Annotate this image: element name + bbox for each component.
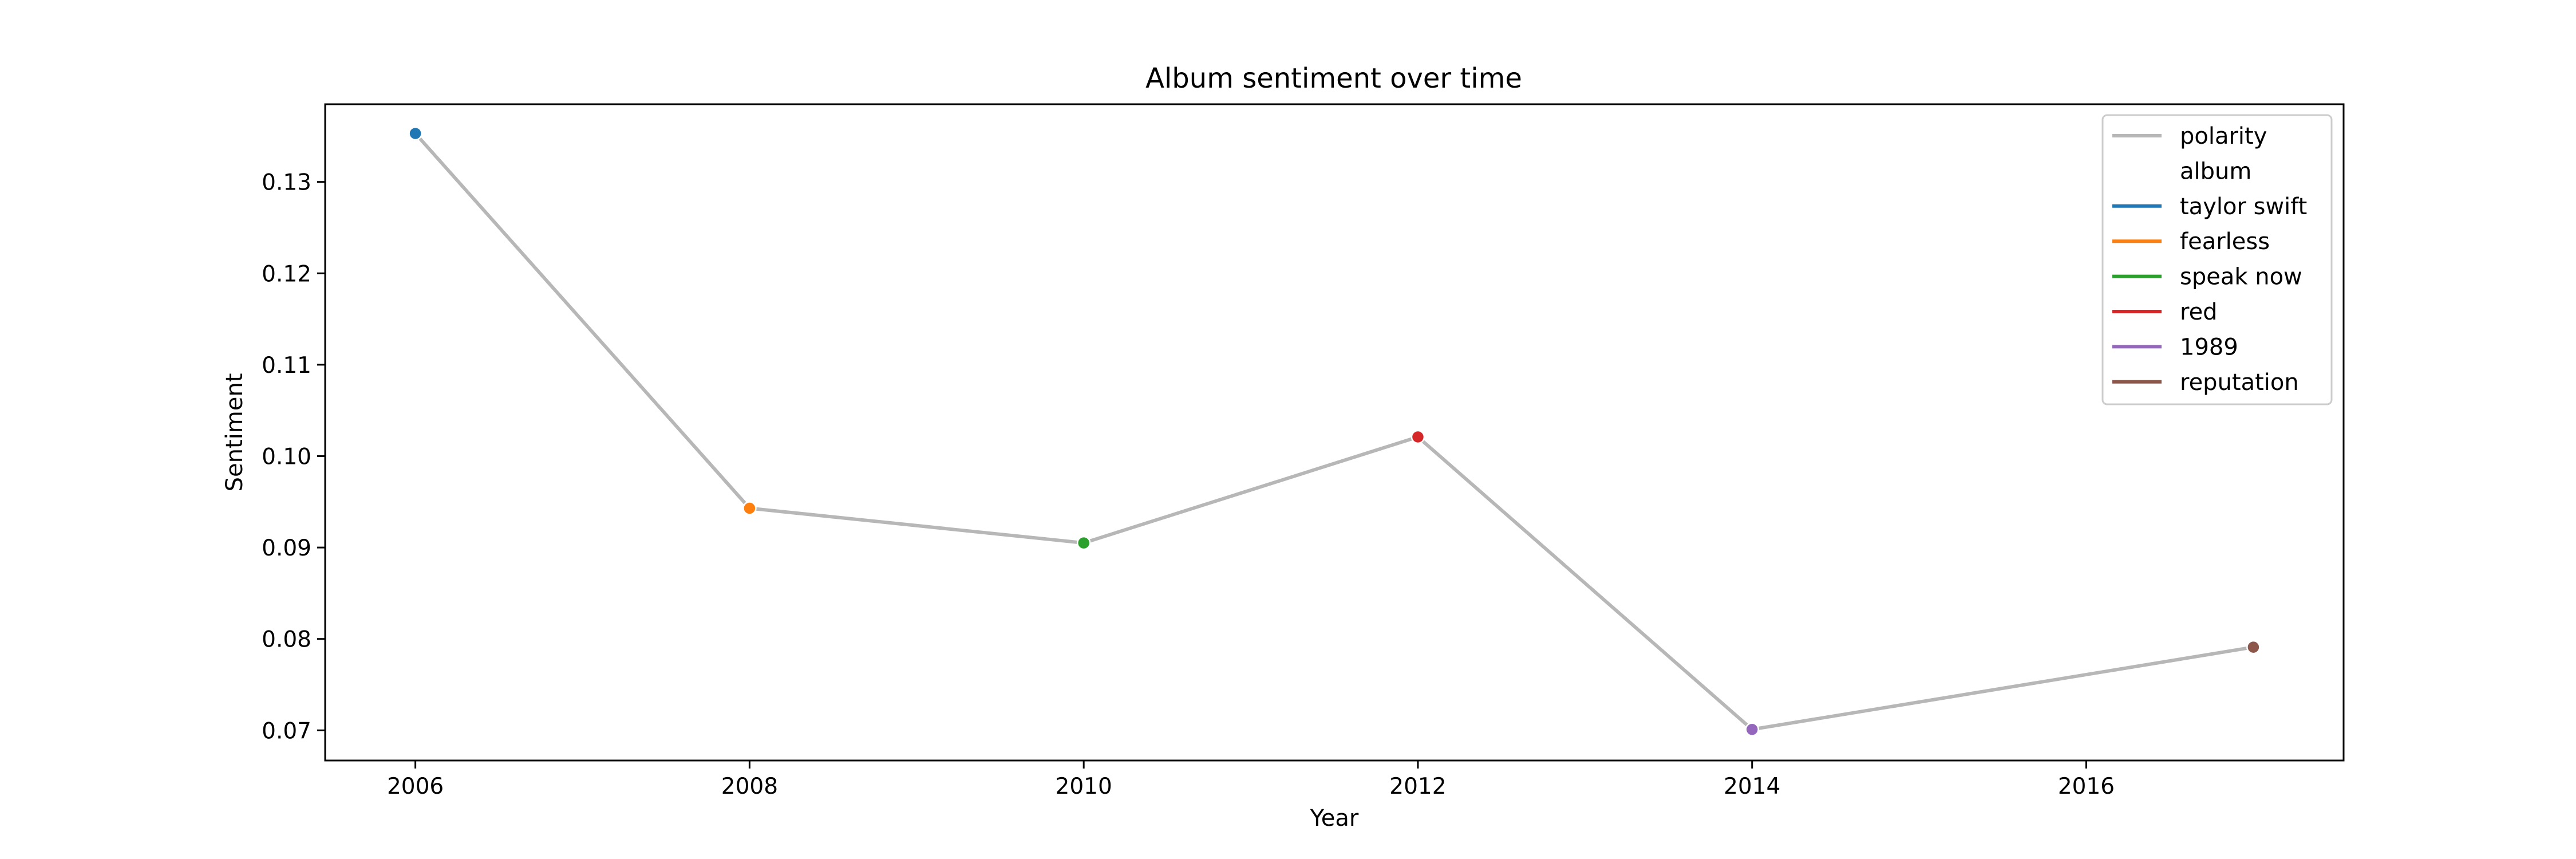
y-tick-label: 0.09 <box>262 535 311 561</box>
legend-label: album <box>2180 158 2251 184</box>
legend-label: red <box>2180 299 2218 325</box>
y-axis-label: Sentiment <box>222 373 248 492</box>
data-point-reputation <box>2246 640 2261 655</box>
x-axis-label: Year <box>1310 805 1359 832</box>
legend-label: fearless <box>2180 228 2270 255</box>
y-tick-label: 0.11 <box>262 353 311 379</box>
x-tick-label: 2006 <box>387 774 444 799</box>
y-axis: 0.07 0.08 0.09 0.10 0.11 0.12 0.13 <box>262 170 325 744</box>
x-tick-label: 2016 <box>2058 774 2115 799</box>
y-tick-label: 0.07 <box>262 718 311 744</box>
legend-box <box>2101 114 2333 405</box>
legend-label: polarity <box>2180 123 2267 149</box>
legend: polarity album taylor swift fearless speak n… <box>2101 114 2333 405</box>
x-tick-label: 2008 <box>721 774 778 799</box>
data-point-1989 <box>1745 722 1759 736</box>
legend-label: reputation <box>2180 369 2299 396</box>
y-tick-label: 0.08 <box>262 627 311 653</box>
chart-title: Album sentiment over time <box>1145 62 1522 94</box>
polarity-line <box>414 132 2254 731</box>
data-point-taylor-swift <box>408 126 422 141</box>
y-tick-label: 0.12 <box>262 261 311 287</box>
y-tick-label: 0.10 <box>262 444 311 470</box>
x-axis: 2006 2008 2010 2012 2014 2016 <box>387 761 2115 799</box>
x-tick-label: 2010 <box>1056 774 1112 799</box>
data-point-fearless <box>742 501 757 515</box>
data-point-red <box>1411 430 1425 444</box>
y-tick-label: 0.13 <box>262 170 311 196</box>
plot-frame <box>324 103 2345 762</box>
x-tick-label: 2012 <box>1389 774 1446 799</box>
x-tick-label: 2014 <box>1724 774 1780 799</box>
legend-label: 1989 <box>2180 334 2238 360</box>
legend-label: taylor swift <box>2180 194 2307 220</box>
data-point-speak-now <box>1076 535 1091 550</box>
legend-label: speak now <box>2180 264 2302 290</box>
data-points <box>408 126 2261 736</box>
